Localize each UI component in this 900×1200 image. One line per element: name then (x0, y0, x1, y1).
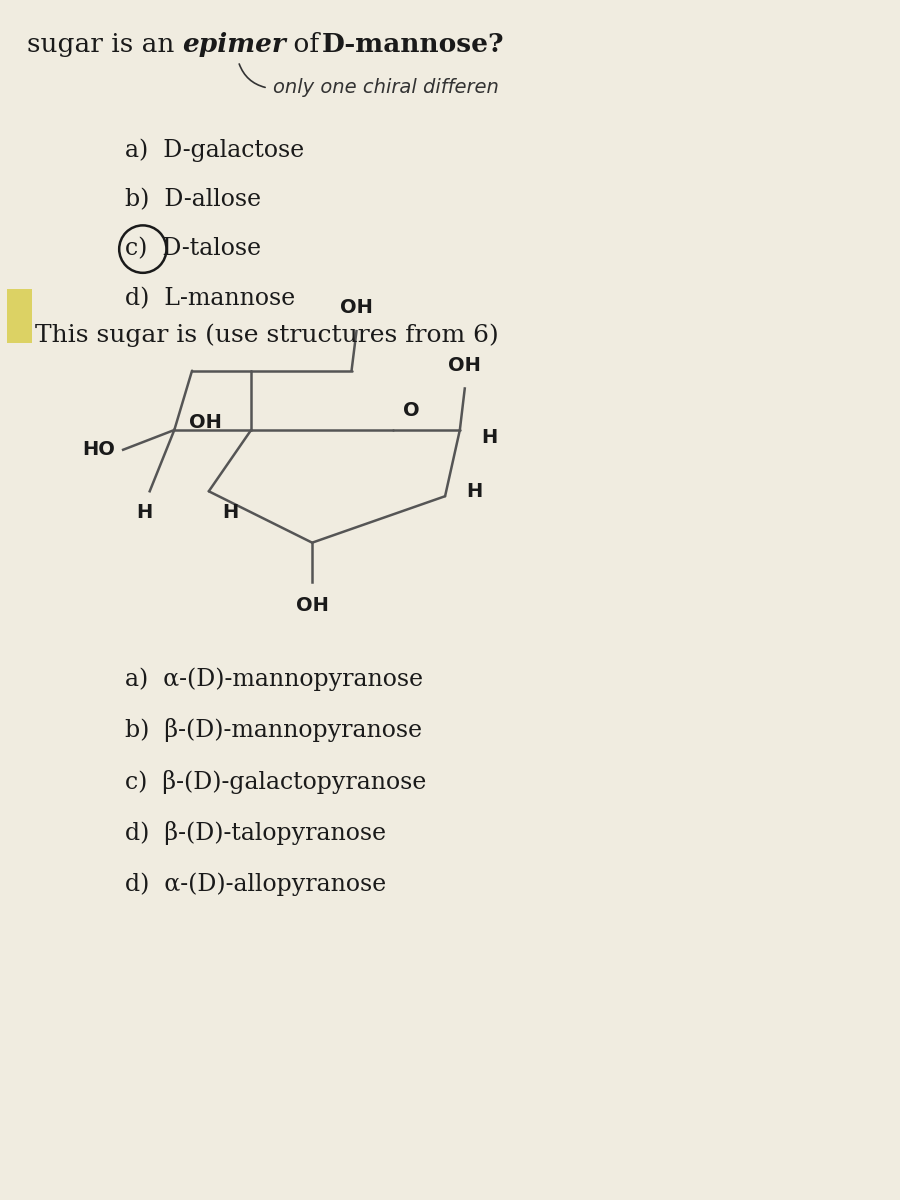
Text: OH: OH (448, 355, 482, 374)
Text: a)  α-(D)-mannopyranose: a) α-(D)-mannopyranose (125, 667, 423, 691)
Text: This sugar is (use structures from 6): This sugar is (use structures from 6) (34, 323, 499, 347)
Text: HO: HO (83, 440, 115, 460)
Text: c)  D-talose: c) D-talose (125, 238, 261, 260)
Text: H: H (467, 481, 483, 500)
Text: d)  α-(D)-allopyranose: d) α-(D)-allopyranose (125, 872, 386, 896)
Text: H: H (137, 503, 153, 522)
Text: d)  β-(D)-talopyranose: d) β-(D)-talopyranose (125, 821, 386, 845)
Text: H: H (482, 428, 498, 448)
Bar (7, 289, 32, 343)
Text: OH: OH (189, 413, 221, 432)
Text: of: of (284, 32, 327, 58)
Text: D-mannose?: D-mannose? (322, 32, 505, 58)
Text: only one chiral differen: only one chiral differen (273, 78, 499, 97)
Text: OH: OH (296, 596, 328, 616)
Text: c)  β-(D)-galactopyranose: c) β-(D)-galactopyranose (125, 770, 427, 794)
Text: OH: OH (340, 299, 373, 317)
Text: d)  L-mannose: d) L-mannose (125, 287, 295, 310)
Text: a)  D-galactose: a) D-galactose (125, 138, 304, 162)
Text: b)  D-allose: b) D-allose (125, 188, 261, 211)
Text: sugar is an: sugar is an (27, 32, 183, 58)
Text: H: H (222, 503, 239, 522)
Text: epimer: epimer (182, 32, 286, 58)
Text: b)  β-(D)-mannopyranose: b) β-(D)-mannopyranose (125, 719, 422, 743)
Text: O: O (402, 401, 419, 420)
